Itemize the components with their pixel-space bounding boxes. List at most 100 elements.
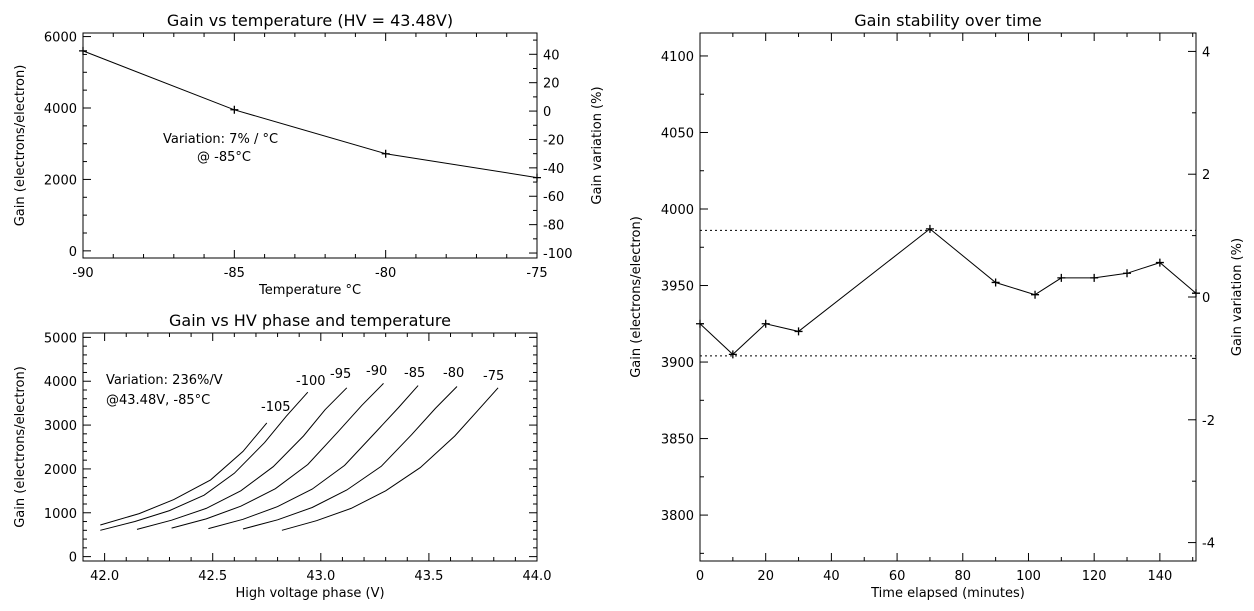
- data-point: [1123, 269, 1132, 278]
- x-axis-label: High voltage phase (V): [235, 586, 384, 601]
- plot-frame: [82, 32, 538, 259]
- y-tick-label: 1000: [44, 507, 77, 522]
- x-tick-label: -75: [526, 266, 547, 281]
- y-tick-label: 3950: [661, 280, 694, 295]
- x-tick-label: 42.5: [198, 569, 227, 584]
- series-line: [281, 387, 499, 531]
- annotation-line: @ -85°C: [197, 150, 251, 165]
- series-line: [699, 228, 1197, 356]
- data-point: [1155, 258, 1164, 267]
- y-tick-label: 4000: [661, 203, 694, 218]
- series-line: [208, 385, 419, 530]
- y-tick-label: 6000: [44, 31, 77, 46]
- y2-tick-label: -20: [543, 133, 564, 148]
- y2-tick-label: -100: [543, 247, 573, 262]
- data-point: [79, 46, 87, 55]
- y-tick-label: 3000: [44, 419, 77, 434]
- y-tick-label: 5000: [44, 331, 77, 346]
- y2-tick-label: 0: [543, 105, 551, 120]
- x-tick-label: 43.0: [306, 569, 335, 584]
- curve-label: -80: [443, 366, 464, 381]
- annotation-line: Variation: 236%/V: [106, 373, 223, 388]
- series-line: [82, 50, 538, 179]
- y2-tick-label: 2: [1202, 168, 1210, 183]
- data-point: [728, 350, 737, 359]
- annotation-line: @43.48V, -85°C: [106, 393, 210, 408]
- data-point: [1057, 273, 1066, 282]
- y-axis-label: Gain (electrons/electron): [629, 216, 644, 378]
- x-tick-label: 44.0: [523, 569, 552, 584]
- series-line: [100, 391, 309, 531]
- x-tick-label: 20: [757, 569, 774, 584]
- x-axis-label: Time elapsed (minutes): [870, 586, 1025, 601]
- y-tick-label: 0: [69, 245, 77, 260]
- x-tick-label: 60: [889, 569, 906, 584]
- y2-tick-label: 40: [543, 48, 560, 63]
- y2-axis-label: Gain variation (%): [1230, 238, 1245, 356]
- curve-label: -105: [261, 400, 291, 415]
- x-tick-label: 120: [1082, 569, 1107, 584]
- data-point: [1090, 273, 1099, 282]
- y2-axis-label: Gain variation (%): [590, 86, 605, 204]
- curve-label: -75: [483, 369, 504, 384]
- y2-tick-label: -2: [1202, 414, 1215, 429]
- y-tick-label: 4000: [44, 375, 77, 390]
- y-tick-label: 3850: [661, 433, 694, 448]
- chart-title: Gain vs temperature (HV = 43.48V): [167, 11, 453, 30]
- data-point: [381, 149, 390, 158]
- data-point: [230, 105, 239, 114]
- x-tick-label: 43.5: [414, 569, 443, 584]
- data-point: [925, 224, 934, 233]
- data-point: [533, 173, 541, 182]
- series-line: [100, 422, 268, 526]
- x-tick-label: -80: [375, 266, 396, 281]
- x-tick-label: 140: [1147, 569, 1172, 584]
- y2-tick-label: 20: [543, 77, 560, 92]
- y2-tick-label: -60: [543, 190, 564, 205]
- data-point: [696, 319, 704, 328]
- panel-gain-vs-hv-phase: 42.0 42.5 43.0 43.5 44.0 0 1000 2000 3000 4000 500…: [13, 311, 551, 601]
- y-tick-label: 2000: [44, 463, 77, 478]
- x-tick-label: 80: [955, 569, 972, 584]
- data-point: [991, 278, 1000, 287]
- y2-tick-label: -40: [543, 162, 564, 177]
- series-line: [136, 387, 348, 530]
- x-tick-label: -90: [72, 266, 93, 281]
- curve-label: -85: [404, 366, 425, 381]
- plot-frame: [699, 32, 1197, 562]
- y-tick-label: 3800: [661, 509, 694, 524]
- y-tick-label: 4050: [661, 126, 694, 141]
- x-tick-label: -85: [224, 266, 245, 281]
- data-point: [1192, 289, 1200, 298]
- data-point: [761, 319, 770, 328]
- y-axis-label: Gain (electrons/electron): [13, 366, 28, 528]
- y2-tick-label: -80: [543, 219, 564, 234]
- y2-tick-label: -4: [1202, 537, 1215, 552]
- curve-label: -95: [330, 367, 351, 382]
- y-tick-label: 3900: [661, 356, 694, 371]
- y-tick-label: 4100: [661, 50, 694, 65]
- curve-label: -90: [366, 364, 387, 379]
- y2-tick-label: 0: [1202, 291, 1210, 306]
- x-tick-label: 40: [823, 569, 840, 584]
- x-axis-label: Temperature °C: [258, 283, 361, 298]
- chart-title: Gain vs HV phase and temperature: [169, 311, 451, 330]
- panel-gain-vs-temperature: -90 -85 -80 -75 0 2000 4000 6000 40 20 0 -20 -40 -60 -…: [13, 11, 605, 298]
- series-line: [242, 386, 458, 530]
- chart-title: Gain stability over time: [854, 11, 1042, 30]
- y-tick-label: 4000: [44, 102, 77, 117]
- series-line: [171, 383, 384, 529]
- data-point: [1031, 290, 1040, 299]
- x-tick-label: 0: [696, 569, 704, 584]
- y2-tick-label: 4: [1202, 45, 1210, 60]
- data-point: [794, 327, 803, 336]
- y-axis-label: Gain (electrons/electron): [13, 65, 28, 227]
- y-tick-label: 2000: [44, 173, 77, 188]
- plot-frame: [82, 332, 538, 562]
- x-tick-label: 100: [1016, 569, 1041, 584]
- x-tick-label: 42.0: [90, 569, 119, 584]
- panel-gain-stability: 0 20 40 60 80 100 120 1403800385039003950400040…: [629, 11, 1245, 601]
- annotation-line: Variation: 7% / °C: [163, 132, 278, 147]
- y-tick-label: 0: [69, 551, 77, 566]
